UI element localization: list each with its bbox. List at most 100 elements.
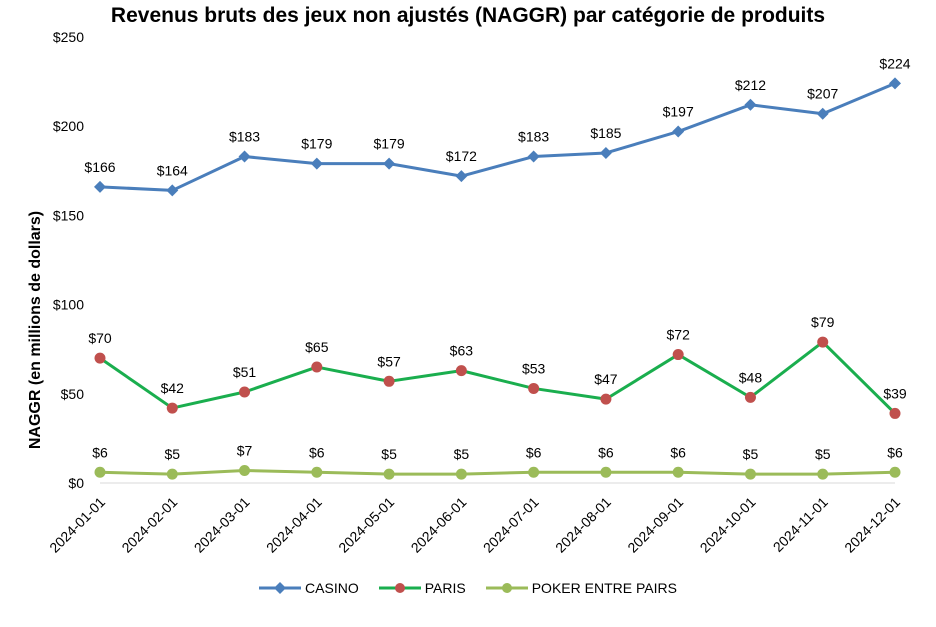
data-label: $6 — [92, 444, 108, 460]
legend-swatch — [259, 582, 302, 594]
legend-item: CASINO — [259, 580, 359, 596]
data-point-marker — [383, 375, 395, 387]
data-point-marker — [166, 468, 178, 480]
data-point-marker — [94, 466, 106, 478]
data-label: $5 — [743, 446, 759, 462]
data-point-marker — [672, 125, 685, 138]
data-label: $47 — [594, 371, 618, 387]
data-label: $197 — [663, 104, 694, 120]
data-point-marker — [94, 352, 106, 364]
data-point-marker — [311, 466, 323, 478]
y-axis-title: NAGGR (en millions de dollars) — [27, 211, 44, 449]
data-point-marker — [239, 465, 251, 477]
y-tick-label: $50 — [61, 386, 85, 402]
data-label: $6 — [309, 444, 325, 460]
data-label: $6 — [887, 444, 903, 460]
series-line-casino — [99, 82, 896, 192]
x-tick-label: 2024-12-01 — [841, 494, 903, 556]
data-label: $63 — [450, 343, 474, 359]
data-label: $5 — [164, 446, 180, 462]
data-point-marker — [310, 157, 323, 170]
data-label: $185 — [590, 125, 621, 141]
data-point-marker — [238, 150, 251, 163]
legend-swatch-marker — [501, 583, 512, 593]
data-label: $72 — [667, 327, 691, 343]
data-label: $166 — [84, 159, 115, 175]
x-tick-label: 2024-05-01 — [335, 494, 397, 556]
data-point-marker — [672, 349, 684, 361]
data-point-marker — [383, 468, 395, 480]
data-point-marker — [817, 336, 829, 348]
data-point-marker — [889, 407, 901, 419]
data-label: $79 — [811, 314, 835, 330]
data-label: $5 — [454, 446, 470, 462]
data-point-marker — [383, 157, 396, 170]
data-point-marker — [527, 150, 540, 163]
legend-label: CASINO — [305, 580, 359, 596]
data-point-marker — [166, 184, 179, 197]
legend: CASINO PARIS POKER ENTRE PAIRS — [0, 580, 936, 596]
x-tick-label: 2024-01-01 — [46, 494, 108, 556]
data-point-marker — [528, 466, 540, 478]
data-label: $207 — [807, 86, 838, 102]
chart-title: Revenus bruts des jeux non ajustés (NAGG… — [110, 4, 826, 27]
series-line-paris — [99, 340, 897, 415]
data-label: $5 — [815, 446, 831, 462]
legend-swatch — [485, 583, 528, 593]
x-tick-label: 2024-04-01 — [263, 494, 325, 556]
x-tick-label: 2024-08-01 — [552, 494, 614, 556]
data-point-marker — [94, 180, 106, 193]
data-label: $183 — [229, 129, 260, 145]
data-point-marker — [455, 170, 468, 183]
data-label: $212 — [735, 77, 766, 93]
data-point-marker — [672, 466, 684, 478]
data-point-marker — [816, 107, 829, 120]
data-point-marker — [817, 468, 829, 480]
legend-swatch — [378, 583, 421, 593]
data-label: $57 — [377, 353, 401, 369]
data-point-marker — [744, 98, 757, 111]
x-tick-label: 2024-07-01 — [480, 494, 542, 556]
x-tick-label: 2024-03-01 — [191, 494, 253, 556]
data-label: $70 — [88, 330, 112, 346]
legend-label: PARIS — [424, 580, 466, 596]
data-label: $179 — [301, 136, 332, 152]
legend-swatch-marker — [394, 583, 405, 593]
data-label: $164 — [157, 162, 188, 178]
legend-label: POKER ENTRE PAIRS — [531, 580, 677, 596]
y-tick-label: $250 — [53, 29, 84, 45]
y-tick-label: $150 — [53, 207, 84, 223]
legend-item: PARIS — [378, 580, 466, 596]
data-label: $7 — [237, 443, 253, 459]
y-tick-label: $100 — [53, 297, 84, 313]
legend-item: POKER ENTRE PAIRS — [485, 580, 677, 596]
x-tick-label: 2024-06-01 — [408, 494, 470, 556]
data-label: $39 — [883, 385, 907, 401]
data-label: $65 — [305, 339, 329, 355]
data-label: $183 — [518, 129, 549, 145]
data-point-marker — [239, 386, 251, 398]
data-point-marker — [600, 466, 612, 478]
data-label: $6 — [598, 444, 614, 460]
data-point-marker — [528, 382, 540, 394]
data-label: $6 — [670, 444, 686, 460]
y-tick-label: $200 — [53, 118, 84, 134]
data-point-marker — [744, 391, 756, 403]
x-tick-label: 2024-11-01 — [770, 494, 831, 555]
data-point-marker — [889, 77, 901, 90]
data-label: $179 — [374, 136, 405, 152]
data-point-marker — [455, 365, 467, 377]
data-label: $51 — [233, 364, 257, 380]
legend-swatch-marker — [274, 582, 287, 594]
data-label: $172 — [446, 148, 477, 164]
data-point-marker — [311, 361, 323, 373]
data-label: $48 — [739, 369, 763, 385]
data-label: $5 — [381, 446, 397, 462]
data-point-marker — [744, 468, 756, 480]
y-tick-label: $0 — [68, 475, 84, 491]
data-label: $53 — [522, 360, 546, 376]
data-point-marker — [599, 146, 612, 159]
data-label: $42 — [161, 380, 185, 396]
x-tick-label: 2024-09-01 — [624, 494, 686, 556]
